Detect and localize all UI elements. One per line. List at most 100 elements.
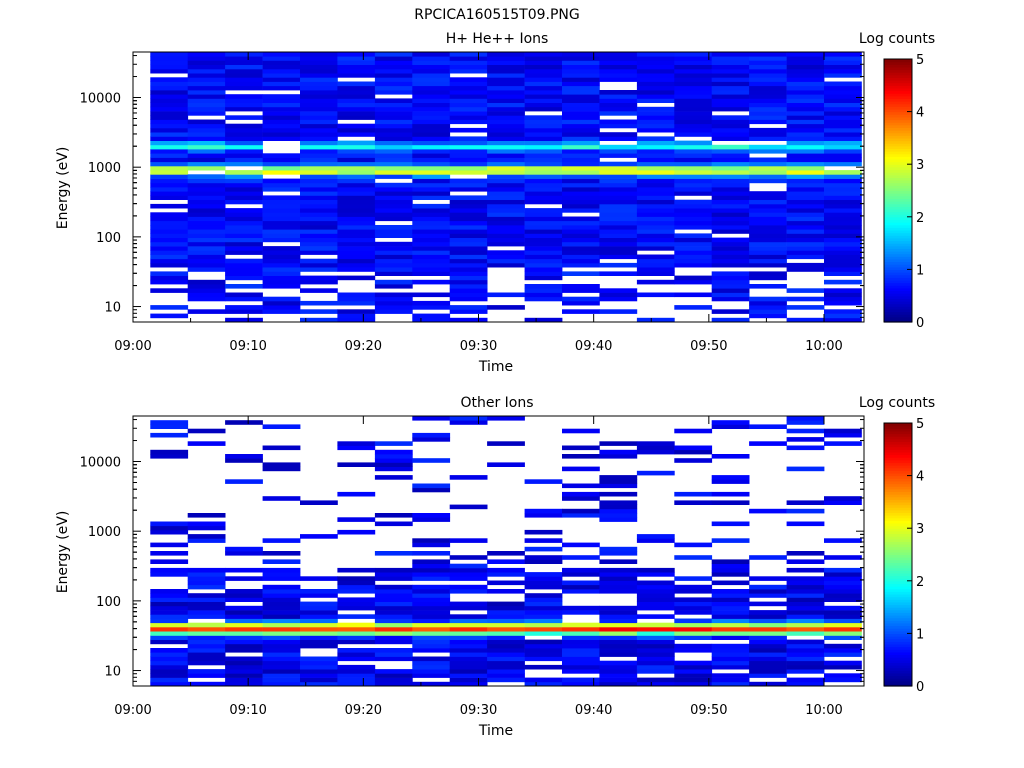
spectrogram-cell [225,220,263,226]
spectrogram-cell [300,258,338,264]
spectrogram-cell [150,157,189,163]
spectrogram-cell [562,115,600,120]
spectrogram-cell [749,576,787,581]
spectrogram-cell [524,317,563,323]
spectrogram-cell [636,241,675,247]
spectrogram-cell [337,605,376,611]
spectrogram-cell [786,178,825,184]
spectrogram-cell [374,111,413,116]
spectrogram-cell [412,576,451,581]
spectrogram-cell [824,208,862,213]
spectrogram-cell [374,648,413,653]
spectrogram-cell [262,68,301,74]
spectrogram-cell [449,161,488,167]
spectrogram-cell [262,593,301,598]
spectrogram-cell [599,199,638,205]
spectrogram-cell [300,165,338,171]
spectrogram-cell [449,643,488,649]
spectrogram-cell [711,500,750,505]
spectrogram-cell [786,639,825,645]
spectrogram-cell [300,601,338,607]
colorbar-swatch [884,620,912,624]
spectrogram-cell [674,428,713,434]
spectrogram-cell [337,669,376,674]
spectrogram-cell [524,119,563,125]
colorbar-swatch [884,578,912,582]
colorbar-swatch [884,98,912,102]
spectrogram-cell [300,68,338,74]
spectrogram-cell [187,534,226,539]
spectrogram-cell [449,90,488,95]
spectrogram-cell [374,673,413,678]
spectrogram-cell [674,60,713,65]
spectrogram-cell [412,153,451,158]
spectrogram-cell [524,161,563,167]
spectrogram-cell [487,673,525,678]
spectrogram-cell [786,144,825,150]
spectrogram-cell [711,136,750,141]
spectrogram-cell [711,309,750,314]
spectrogram-cell [786,652,825,657]
spectrogram-cell [150,664,189,670]
spectrogram-cell [337,170,376,175]
spectrogram-cell [225,81,263,87]
spectrogram-cell [562,90,600,95]
spectrogram-cell [187,267,226,272]
spectrogram-cell [636,246,675,251]
spectrogram-cell [412,681,451,687]
spectrogram-cell [225,275,263,281]
spectrogram-cell [824,220,862,226]
spectrogram-cell [487,195,525,200]
spectrogram-cell [824,85,862,91]
spectrogram-cell [337,237,376,243]
spectrogram-cell [187,187,226,192]
spectrogram-cell [636,271,675,276]
spectrogram-cell [187,673,226,678]
spectrogram-cell [487,601,525,607]
spectrogram-cell [749,631,787,636]
colorbar-swatch [884,298,912,302]
spectrogram-cell [262,618,301,624]
spectrogram-cell [150,454,189,459]
spectrogram-cell [749,220,787,226]
spectrogram-cell [674,203,713,209]
spectrogram-cell [262,106,301,112]
y-tick-label: 100 [96,231,121,246]
spectrogram-cell [187,81,226,87]
spectrogram-cell [824,170,862,175]
spectrogram-cell [749,614,787,619]
spectrogram-cell [300,279,338,285]
colorbar-swatch [884,258,912,263]
spectrogram-cell [524,81,563,87]
spectrogram-cell [749,681,787,687]
spectrogram-cell [225,73,263,78]
spectrogram-cell [187,111,226,116]
spectrogram-cell [749,170,787,175]
spectrogram-cell [599,449,638,455]
spectrogram-cell [636,262,675,268]
spectrogram-cell [337,144,376,150]
spectrogram-cell [487,216,525,222]
spectrogram-cell [300,275,338,281]
spectrogram-cell [187,174,226,179]
spectrogram-cell [412,605,451,611]
spectrogram-cell [562,466,600,472]
colorbar-swatch [884,169,912,173]
spectrogram-cell [599,56,638,61]
spectrogram-cell [300,111,338,116]
spectrogram-cell [337,60,376,65]
spectrogram-cell [636,445,675,451]
spectrogram-cell [711,229,750,234]
spectrogram-cell [636,52,675,57]
spectrogram-cell [674,250,713,255]
spectrogram-cell [524,77,563,82]
colorbar-swatch [884,654,912,658]
spectrogram-cell [636,660,675,666]
spectrogram-cell [636,85,675,91]
x-tick-label: 10:00 [805,339,842,354]
colorbar-tick-label: 5 [916,53,924,68]
spectrogram-cell [824,123,862,129]
colorbar-swatch [884,256,912,260]
spectrogram-cell [412,161,451,167]
spectrogram-cell [599,673,638,678]
